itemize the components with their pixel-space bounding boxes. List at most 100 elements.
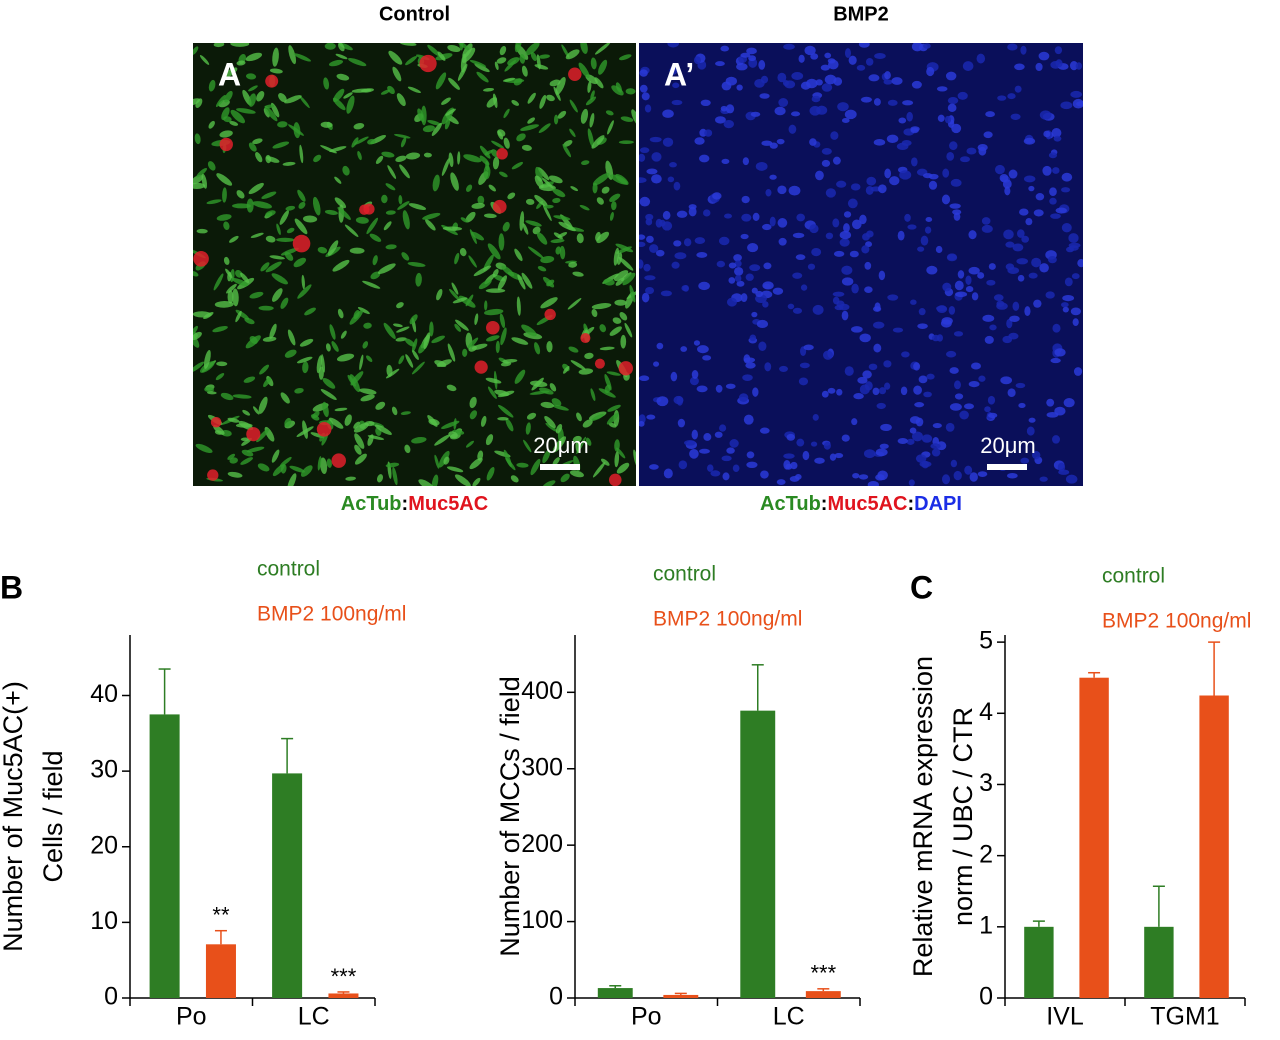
nucleus — [815, 170, 824, 181]
nucleus — [821, 159, 831, 167]
cilia — [550, 238, 565, 244]
nucleus — [646, 414, 656, 420]
nucleus — [886, 134, 899, 144]
nucleus — [1071, 273, 1080, 280]
nucleus — [996, 302, 1008, 310]
nucleus — [987, 395, 996, 405]
cilia — [498, 404, 514, 418]
cilia — [325, 343, 331, 352]
cilia — [203, 349, 211, 369]
cilia — [269, 255, 285, 260]
nucleus — [965, 286, 974, 293]
nucleus — [1054, 406, 1066, 416]
cilia — [620, 334, 627, 349]
cilia — [395, 337, 407, 342]
cilia — [215, 94, 226, 107]
nucleus — [639, 259, 644, 269]
y-tick-label: 0 — [979, 983, 993, 1011]
goblet-cell — [265, 74, 279, 88]
goblet-cell — [292, 234, 311, 253]
nucleus — [909, 427, 917, 434]
nucleus — [859, 384, 870, 395]
nucleus — [1028, 272, 1038, 279]
nucleus — [873, 321, 885, 329]
cilia — [380, 89, 391, 95]
cilia — [399, 164, 410, 179]
cilia — [631, 109, 636, 126]
cilia — [552, 197, 561, 204]
nucleus — [641, 292, 650, 303]
cilia — [201, 173, 208, 189]
nucleus — [989, 324, 997, 331]
cilia — [552, 457, 560, 466]
cilia — [530, 52, 537, 62]
cilia — [248, 182, 264, 195]
nucleus — [850, 183, 861, 191]
cilia — [511, 337, 529, 345]
cilia — [253, 406, 260, 415]
cilia — [468, 255, 477, 268]
nucleus — [1026, 426, 1035, 436]
nucleus — [1014, 85, 1022, 93]
nucleus — [945, 422, 955, 432]
nucleus — [873, 139, 886, 146]
nucleus — [949, 403, 962, 411]
cilia — [422, 125, 436, 133]
cilia — [407, 86, 421, 94]
cilia — [447, 343, 456, 362]
nucleus — [671, 99, 683, 106]
cilia — [375, 401, 386, 410]
significance-label: *** — [331, 964, 357, 989]
nucleus — [957, 270, 965, 279]
nucleus — [764, 362, 772, 372]
cilia — [412, 350, 419, 360]
nucleus — [1055, 207, 1067, 214]
nucleus — [1062, 294, 1075, 302]
nucleus — [785, 463, 793, 470]
cilia — [357, 151, 362, 161]
cilia — [505, 418, 514, 432]
bar — [328, 993, 359, 998]
cilia — [245, 73, 257, 80]
nucleus — [954, 280, 964, 291]
cilia — [448, 77, 460, 90]
nucleus — [1035, 62, 1043, 72]
cilia — [449, 288, 461, 301]
cilia — [486, 335, 500, 342]
nucleus — [646, 235, 654, 243]
goblet-cell — [608, 473, 622, 486]
cilia — [514, 43, 522, 53]
cilia — [611, 201, 617, 211]
nucleus — [812, 413, 819, 421]
nucleus — [844, 109, 857, 120]
nucleus — [1061, 222, 1072, 233]
cilia — [584, 352, 594, 360]
nucleus — [1012, 243, 1024, 252]
nucleus — [862, 233, 870, 241]
nucleus — [898, 117, 907, 124]
cilia — [272, 141, 290, 149]
nucleus — [968, 380, 980, 388]
nucleus — [953, 331, 964, 337]
error-bar — [751, 664, 764, 711]
cilia — [525, 43, 540, 56]
cilia — [257, 463, 270, 472]
nucleus — [777, 72, 787, 83]
cilia — [357, 307, 370, 315]
nucleus — [926, 66, 935, 77]
cilia — [193, 331, 202, 341]
cilia — [492, 156, 500, 170]
cilia — [193, 361, 205, 373]
cilia — [415, 272, 422, 287]
cilia — [551, 398, 562, 407]
cilia — [193, 333, 200, 348]
cilia — [351, 137, 359, 148]
legend-entry: control — [653, 563, 716, 586]
x-tick-label: LC — [298, 1003, 330, 1031]
error-bar — [214, 929, 227, 945]
nucleus — [879, 443, 889, 449]
nucleus — [765, 188, 772, 197]
cilia — [592, 182, 598, 194]
cilia — [423, 332, 431, 350]
cilia — [622, 272, 636, 286]
